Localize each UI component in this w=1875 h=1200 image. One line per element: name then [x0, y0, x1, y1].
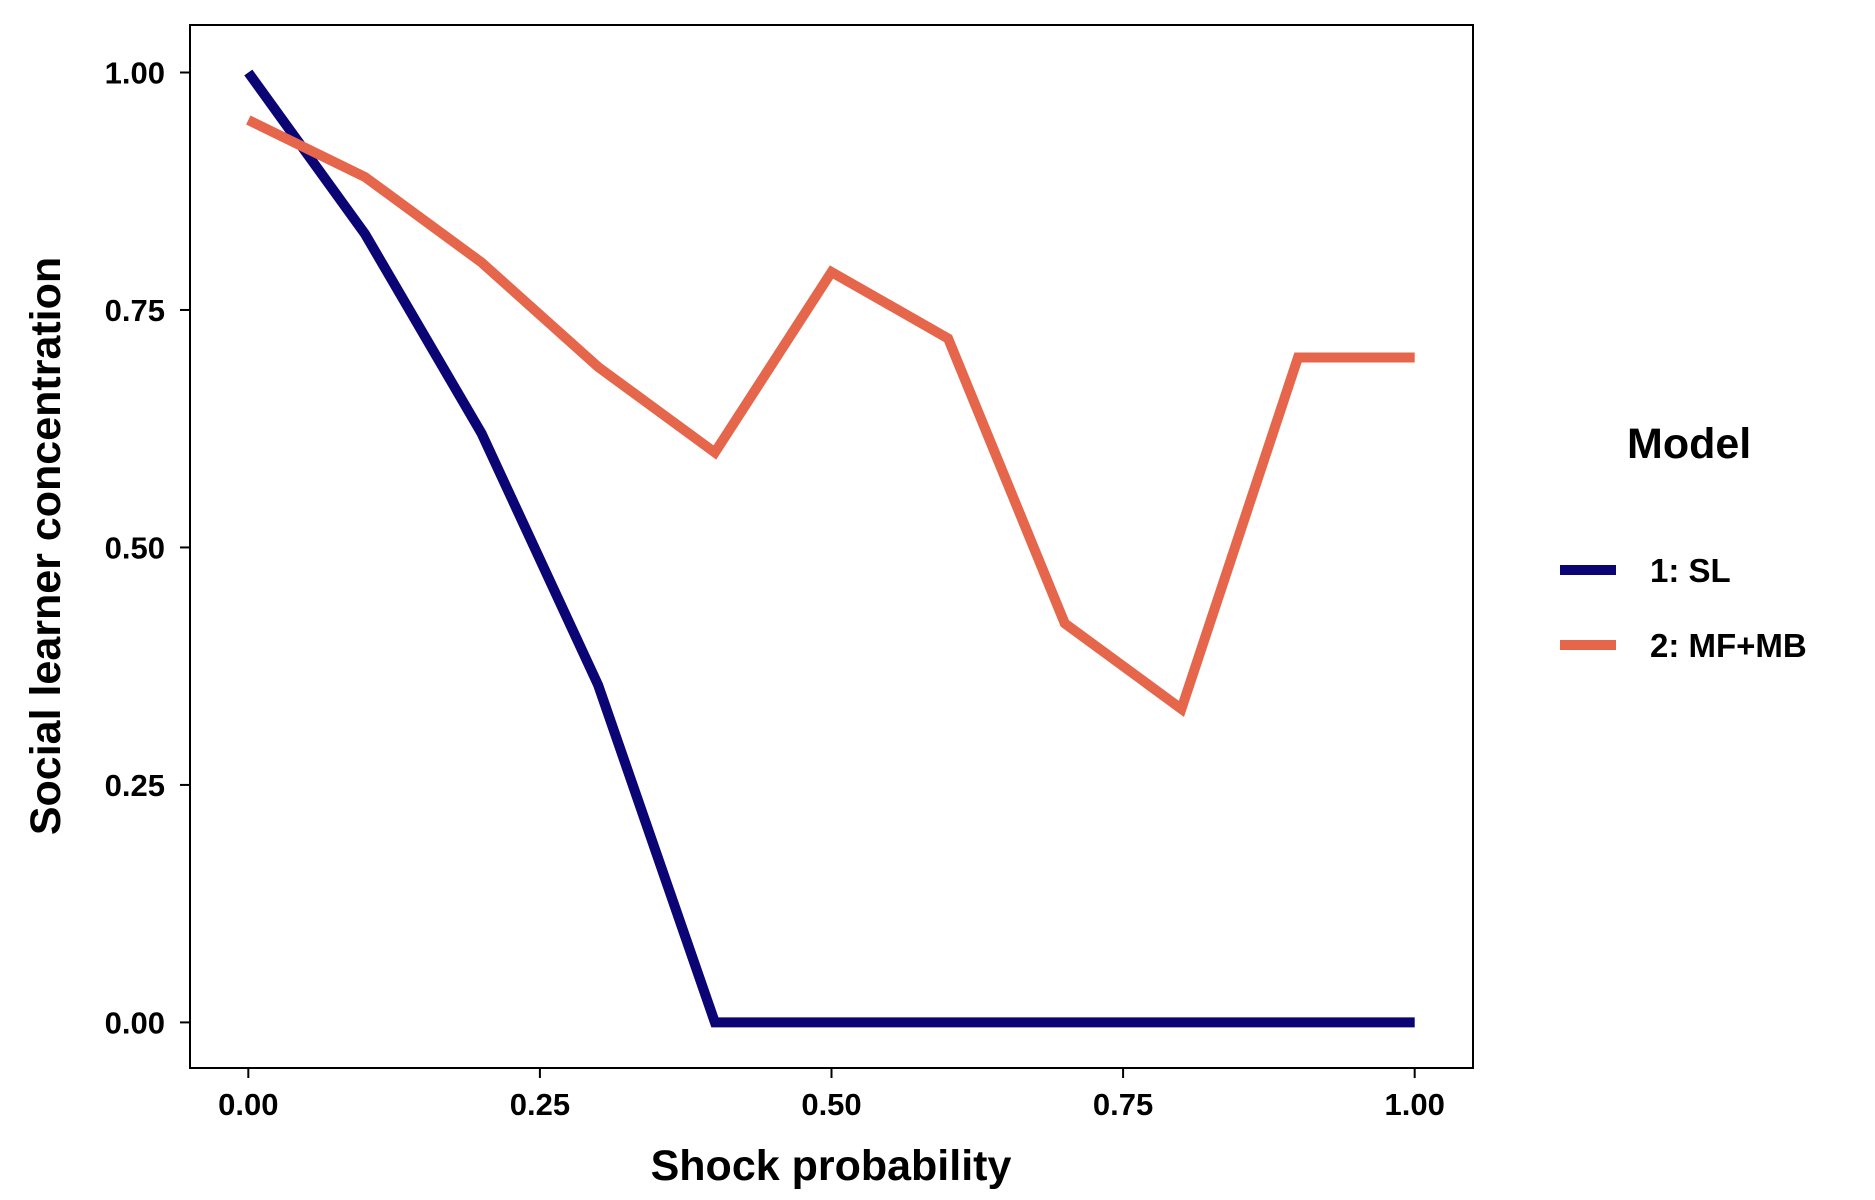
x-tick-label: 0.50 — [801, 1087, 861, 1122]
x-tick-label: 0.75 — [1093, 1087, 1153, 1122]
series-line-1 — [244, 69, 1415, 1028]
x-tick-label: 0.25 — [510, 1087, 570, 1122]
y-tick-label: 0.75 — [105, 293, 165, 328]
legend: Model 1: SL 2: MF+MB — [1560, 420, 1807, 664]
legend-label-1: 1: SL — [1650, 552, 1731, 589]
plot-panel — [189, 24, 1474, 1069]
y-axis-title: Social learner concentration — [22, 257, 70, 835]
legend-title: Model — [1627, 420, 1751, 468]
x-tick-label: 1.00 — [1385, 1087, 1445, 1122]
y-tick-label: 0.25 — [105, 768, 165, 803]
series-layer — [244, 69, 1415, 1028]
legend-label-2: 2: MF+MB — [1650, 627, 1807, 664]
x-axis: 0.00 0.25 0.50 0.75 1.00 — [218, 1068, 1445, 1122]
y-tick-label: 0.50 — [105, 530, 165, 565]
y-tick-label: 0.00 — [105, 1005, 165, 1040]
y-axis: 0.00 0.25 0.50 0.75 1.00 — [105, 55, 190, 1040]
series-line-2 — [246, 115, 1415, 717]
y-tick-label: 1.00 — [105, 55, 165, 90]
legend-items: 1: SL 2: MF+MB — [1560, 552, 1807, 664]
x-tick-label: 0.00 — [218, 1087, 278, 1122]
x-axis-title: Shock probability — [651, 1142, 1012, 1190]
